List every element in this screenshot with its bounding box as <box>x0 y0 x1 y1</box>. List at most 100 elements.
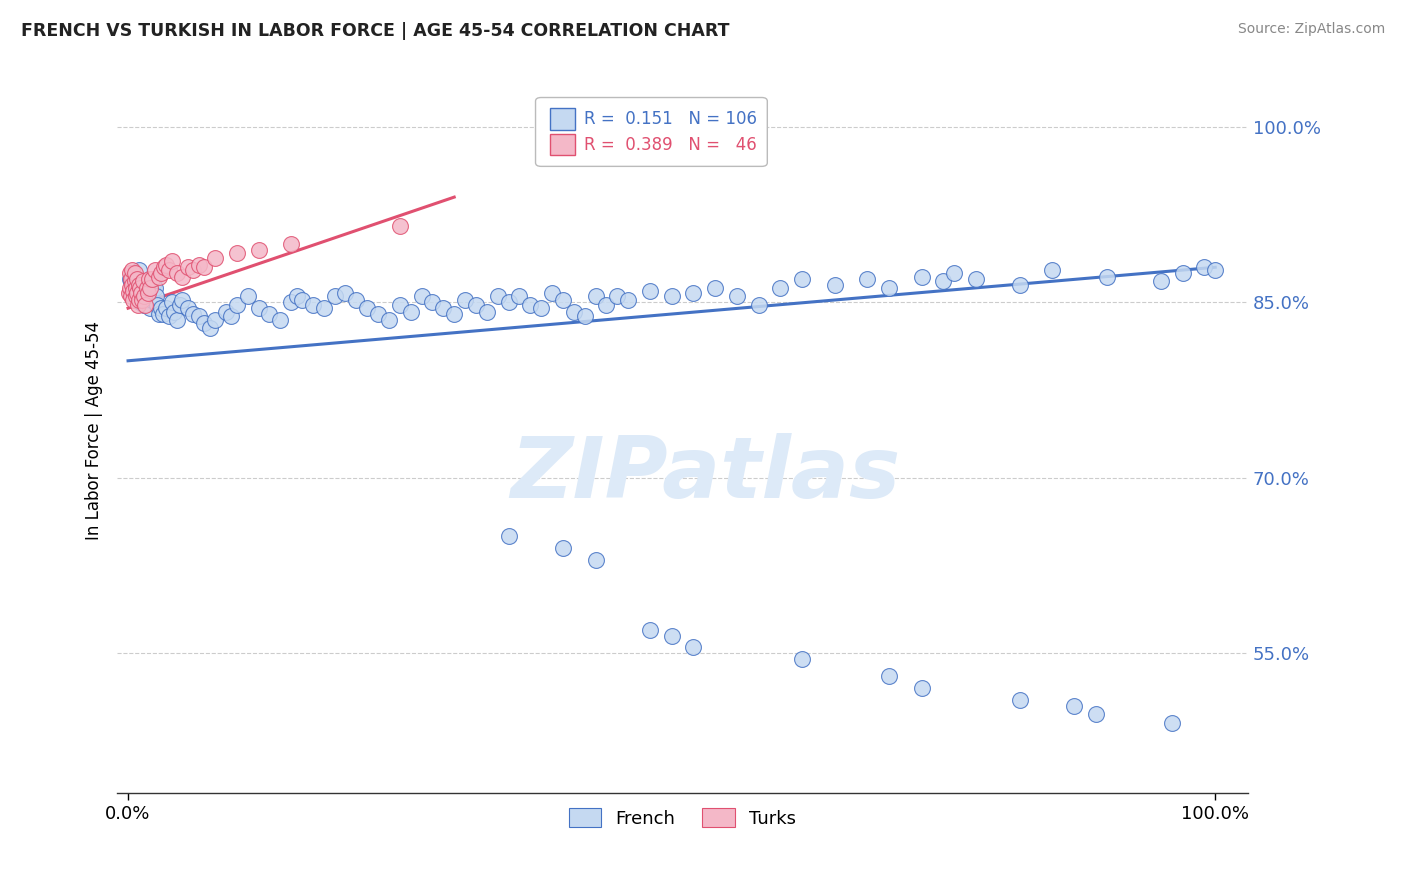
Point <box>134 289 156 303</box>
Point <box>136 285 159 300</box>
Point <box>638 284 661 298</box>
Point <box>155 301 177 315</box>
FancyBboxPatch shape <box>550 109 575 130</box>
Point <box>148 269 170 284</box>
Point <box>166 266 188 280</box>
Point <box>769 281 792 295</box>
Point <box>312 301 335 315</box>
Point <box>157 262 180 277</box>
Point <box>134 289 156 303</box>
Point <box>617 293 640 307</box>
FancyBboxPatch shape <box>550 134 575 155</box>
Point <box>704 281 727 295</box>
Text: R =  0.389   N =   46: R = 0.389 N = 46 <box>583 136 756 153</box>
Point <box>181 262 204 277</box>
Point <box>1084 706 1107 721</box>
Point <box>155 258 177 272</box>
Point <box>128 293 150 307</box>
Point <box>142 277 165 292</box>
Point <box>129 295 152 310</box>
Point <box>128 262 150 277</box>
Point <box>748 298 770 312</box>
Point <box>388 219 411 234</box>
Point <box>141 293 163 307</box>
Point <box>138 272 160 286</box>
Point <box>291 293 314 307</box>
Point <box>247 243 270 257</box>
Point <box>122 284 145 298</box>
Point <box>131 293 153 307</box>
Point <box>177 260 200 275</box>
Point <box>877 281 900 295</box>
Point <box>148 307 170 321</box>
Point <box>911 269 934 284</box>
Point <box>204 313 226 327</box>
Point <box>1171 266 1194 280</box>
Point <box>125 285 148 300</box>
Point <box>682 640 704 655</box>
Point <box>139 281 162 295</box>
Point <box>198 321 221 335</box>
Point <box>1063 698 1085 713</box>
Point <box>129 285 152 300</box>
Point <box>120 289 142 303</box>
Point <box>172 293 194 307</box>
Point <box>153 260 176 275</box>
Point <box>163 304 186 318</box>
Point <box>131 281 153 295</box>
Point <box>127 289 149 303</box>
Point <box>638 623 661 637</box>
Point <box>135 285 157 300</box>
Point <box>1040 262 1063 277</box>
Point <box>169 298 191 312</box>
Point <box>124 289 146 303</box>
Point <box>247 301 270 315</box>
Point <box>193 260 215 275</box>
Point <box>595 298 617 312</box>
Point <box>508 289 530 303</box>
Point <box>411 289 433 303</box>
Point <box>356 301 378 315</box>
Point <box>965 272 987 286</box>
Point <box>139 301 162 315</box>
Point <box>122 293 145 307</box>
Point <box>221 310 243 324</box>
Point <box>128 277 150 292</box>
Point <box>443 307 465 321</box>
Point <box>790 272 813 286</box>
Point <box>124 266 146 280</box>
Point <box>120 266 142 280</box>
Point <box>225 246 247 260</box>
Point <box>432 301 454 315</box>
Point <box>943 266 966 280</box>
Point <box>138 293 160 307</box>
Point <box>135 281 157 295</box>
Point <box>146 298 169 312</box>
Text: ZIPatlas: ZIPatlas <box>510 433 900 516</box>
Point <box>132 274 155 288</box>
Point <box>388 298 411 312</box>
Point <box>187 310 209 324</box>
Point <box>193 317 215 331</box>
Point <box>399 304 422 318</box>
Point <box>519 298 541 312</box>
Point <box>120 274 142 288</box>
Point <box>225 298 247 312</box>
Point <box>177 301 200 315</box>
Point <box>187 258 209 272</box>
Point <box>215 304 238 318</box>
Point <box>134 298 156 312</box>
Point <box>124 274 146 288</box>
Point <box>132 289 155 303</box>
Point <box>124 269 146 284</box>
Point <box>877 669 900 683</box>
Point <box>120 281 142 295</box>
Point <box>344 293 367 307</box>
Point <box>932 274 955 288</box>
Point <box>335 285 357 300</box>
Point <box>172 269 194 284</box>
Point <box>124 281 146 295</box>
Point <box>134 298 156 312</box>
Point <box>856 272 879 286</box>
Point <box>1204 262 1226 277</box>
